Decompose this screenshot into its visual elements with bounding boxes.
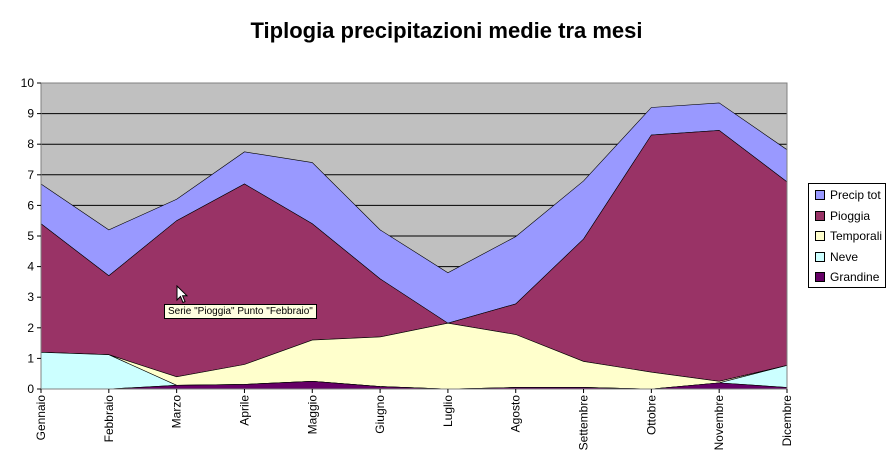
x-tick-label: Gennaio: [34, 395, 48, 441]
y-tick-label: 3: [27, 290, 34, 304]
y-tick-label: 4: [27, 260, 34, 274]
y-tick-label: 1: [27, 351, 34, 365]
x-tick-label: Febbraio: [102, 395, 116, 443]
chart-tooltip: Serie "Pioggia" Punto "Febbraio": [164, 304, 317, 319]
legend-item: Pioggia: [815, 209, 870, 223]
legend-item: Neve: [815, 250, 858, 264]
y-tick-label: 0: [27, 382, 34, 396]
legend-swatch: [815, 190, 825, 200]
mouse-pointer-icon: [176, 285, 188, 304]
x-tick-label: Agosto: [509, 395, 523, 433]
legend-label: Temporali: [830, 229, 883, 243]
legend-label: Pioggia: [830, 208, 871, 223]
x-tick-label: Luglio: [441, 395, 455, 427]
legend-item: Grandine: [815, 270, 879, 284]
y-tick-label: 7: [27, 168, 34, 182]
y-tick-label: 9: [27, 107, 34, 121]
legend-swatch: [815, 231, 825, 241]
y-tick-label: 8: [27, 137, 34, 151]
legend-item: Temporali: [815, 229, 882, 243]
x-tick-label: Ottobre: [644, 395, 658, 435]
y-tick-label: 2: [27, 321, 34, 335]
chart-title: Tiplogia precipitazioni medie tra mesi: [250, 18, 643, 43]
x-tick-label: Dicembre: [780, 395, 794, 447]
chart-legend: Precip tot Pioggia Temporali Neve Grandine: [808, 183, 886, 288]
legend-label: Neve: [830, 249, 859, 264]
x-tick-label: Marzo: [170, 395, 184, 429]
x-tick-label: Aprile: [237, 395, 251, 426]
x-tick-label: Novembre: [712, 395, 726, 451]
legend-item: Precip tot: [815, 188, 881, 202]
y-tick-label: 10: [21, 76, 35, 90]
legend-label: Precip tot: [830, 188, 881, 202]
legend-swatch: [815, 251, 825, 262]
x-tick-label: Maggio: [305, 395, 319, 435]
x-tick-label: Giugno: [373, 395, 387, 434]
legend-swatch: [815, 210, 825, 221]
x-tick-label: Settembre: [577, 395, 591, 451]
y-tick-label: 5: [27, 229, 34, 243]
legend-swatch: [815, 272, 825, 282]
y-tick-label: 6: [27, 198, 34, 212]
legend-label: Grandine: [830, 270, 880, 284]
